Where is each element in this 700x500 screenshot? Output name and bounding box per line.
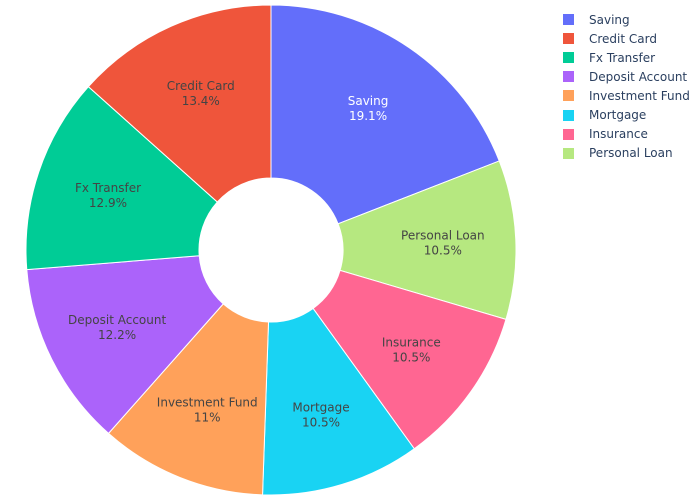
slice-label-investment-fund: Investment Fund: [157, 396, 258, 410]
slice-personal-loan[interactable]: [337, 160, 517, 321]
legend-item-fx-transfer[interactable]: Fx Transfer: [563, 48, 690, 67]
legend-label: Insurance: [589, 127, 648, 142]
slice-percent-saving: 19.1%: [349, 109, 387, 123]
legend-swatch-icon: [563, 109, 574, 121]
slice-label-mortgage: Mortgage: [292, 401, 349, 415]
legend-label: Personal Loan: [589, 146, 673, 161]
slice-percent-credit-card: 13.4%: [182, 94, 220, 108]
slice-saving[interactable]: [270, 4, 500, 225]
legend-swatch-icon: [563, 14, 574, 26]
slice-percent-mortgage: 10.5%: [302, 416, 340, 430]
legend-item-saving[interactable]: Saving: [563, 10, 690, 29]
legend-item-insurance[interactable]: Insurance: [563, 125, 690, 144]
legend-label: Investment Fund: [589, 88, 690, 103]
slice-label-personal-loan: Personal Loan: [401, 229, 485, 243]
legend-swatch-icon: [563, 52, 574, 64]
legend-label: Deposit Account: [589, 69, 688, 84]
legend-swatch-icon: [563, 147, 574, 159]
legend-item-mortgage[interactable]: Mortgage: [563, 105, 690, 124]
slice-deposit-account[interactable]: [26, 255, 224, 435]
slice-fx-transfer[interactable]: [25, 85, 219, 271]
slice-percent-personal-loan: 10.5%: [424, 244, 462, 258]
slice-percent-insurance: 10.5%: [392, 350, 430, 364]
slice-mortgage[interactable]: [262, 307, 415, 496]
slice-percent-investment-fund: 11%: [194, 411, 221, 425]
legend-swatch-icon: [563, 128, 574, 140]
slice-label-saving: Saving: [348, 94, 389, 108]
legend-item-investment-fund[interactable]: Investment Fund: [563, 86, 690, 105]
legend-label: Credit Card: [589, 31, 657, 46]
slice-label-deposit-account: Deposit Account: [68, 313, 166, 327]
legend-item-credit-card[interactable]: Credit Card: [563, 29, 690, 48]
legend-label: Fx Transfer: [589, 50, 656, 65]
slice-percent-fx-transfer: 12.9%: [89, 196, 127, 210]
slice-credit-card[interactable]: [87, 4, 272, 203]
slice-investment-fund[interactable]: [107, 303, 270, 496]
legend-item-personal-loan[interactable]: Personal Loan: [563, 144, 690, 163]
legend-label: Saving: [589, 12, 630, 27]
legend-swatch-icon: [563, 90, 574, 102]
slice-insurance[interactable]: [312, 269, 507, 450]
legend-swatch-icon: [563, 33, 574, 45]
chart-legend: Saving Credit Card Fx Transfer Deposit Acco…: [563, 10, 690, 163]
slice-label-credit-card: Credit Card: [167, 79, 235, 93]
legend-swatch-icon: [563, 71, 574, 83]
slice-label-insurance: Insurance: [382, 335, 441, 349]
slice-percent-deposit-account: 12.2%: [98, 328, 136, 342]
slice-label-fx-transfer: Fx Transfer: [75, 181, 141, 195]
legend-label: Mortgage: [589, 108, 647, 123]
legend-item-deposit-account[interactable]: Deposit Account: [563, 67, 690, 86]
